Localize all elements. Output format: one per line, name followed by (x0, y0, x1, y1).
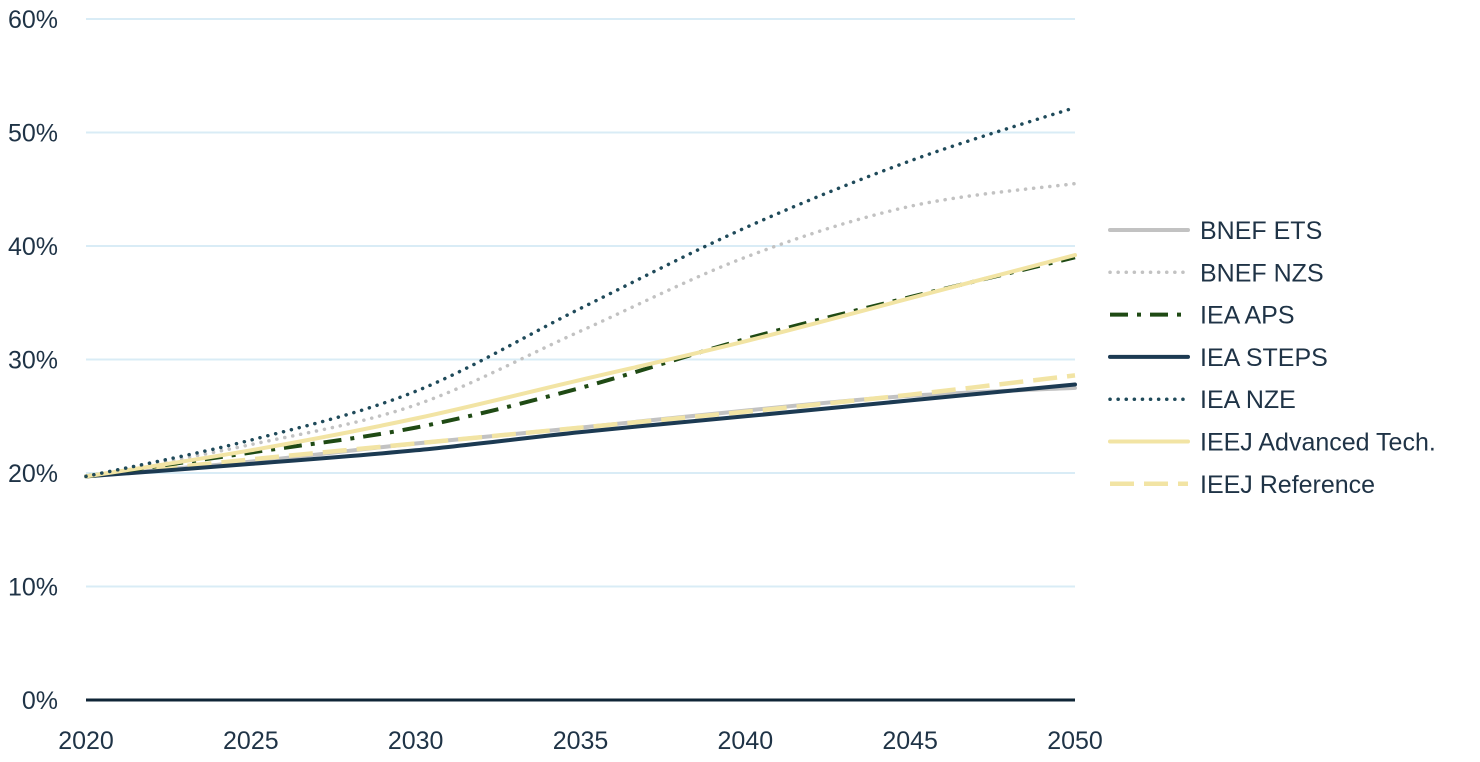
y-tick-label: 60% (8, 6, 58, 34)
legend: BNEF ETS BNEF NZS IEA APS IEA STEPS IEA NZE I… (1108, 217, 1436, 499)
series-line-bnef-nzs (84, 181, 1077, 479)
series-line-ieej-reference (85, 373, 1076, 479)
series-line-ieej-advanced-tech (84, 253, 1077, 479)
legend-label-iea-nze: IEA NZE (1200, 386, 1296, 414)
axes: 0% 10% 20% 30% 40% 50% 60% 2020 2025 2030 2035 2040… (8, 6, 1103, 755)
y-tick-label: 30% (8, 347, 58, 375)
x-tick-label: 2045 (882, 727, 938, 755)
y-tick-label: 50% (8, 120, 58, 148)
legend-label-iea-steps: IEA STEPS (1200, 344, 1328, 372)
y-tick-label: 10% (8, 574, 58, 602)
y-tick-label: 0% (22, 687, 58, 715)
x-tick-label: 2040 (718, 727, 774, 755)
legend-label-ieej-advanced-tech: IEEJ Advanced Tech. (1200, 429, 1436, 457)
series-line-iea-aps (85, 255, 1076, 479)
series-lines (84, 105, 1077, 479)
legend-label-bnef-nzs: BNEF NZS (1200, 259, 1324, 287)
x-tick-label: 2050 (1047, 727, 1103, 755)
y-tick-label: 40% (8, 233, 58, 261)
gridlines (86, 18, 1075, 588)
legend-label-bnef-ets: BNEF ETS (1200, 217, 1322, 245)
legend-label-ieej-reference: IEEJ Reference (1200, 471, 1375, 499)
series-line-iea-steps (84, 382, 1077, 479)
legend-label-iea-aps: IEA APS (1200, 302, 1295, 330)
x-tick-label: 2030 (388, 727, 444, 755)
y-tick-label: 20% (8, 460, 58, 488)
x-tick-label: 2035 (553, 727, 609, 755)
x-tick-label: 2025 (223, 727, 279, 755)
x-tick-label: 2020 (58, 727, 114, 755)
series-line-iea-nze (84, 105, 1077, 479)
